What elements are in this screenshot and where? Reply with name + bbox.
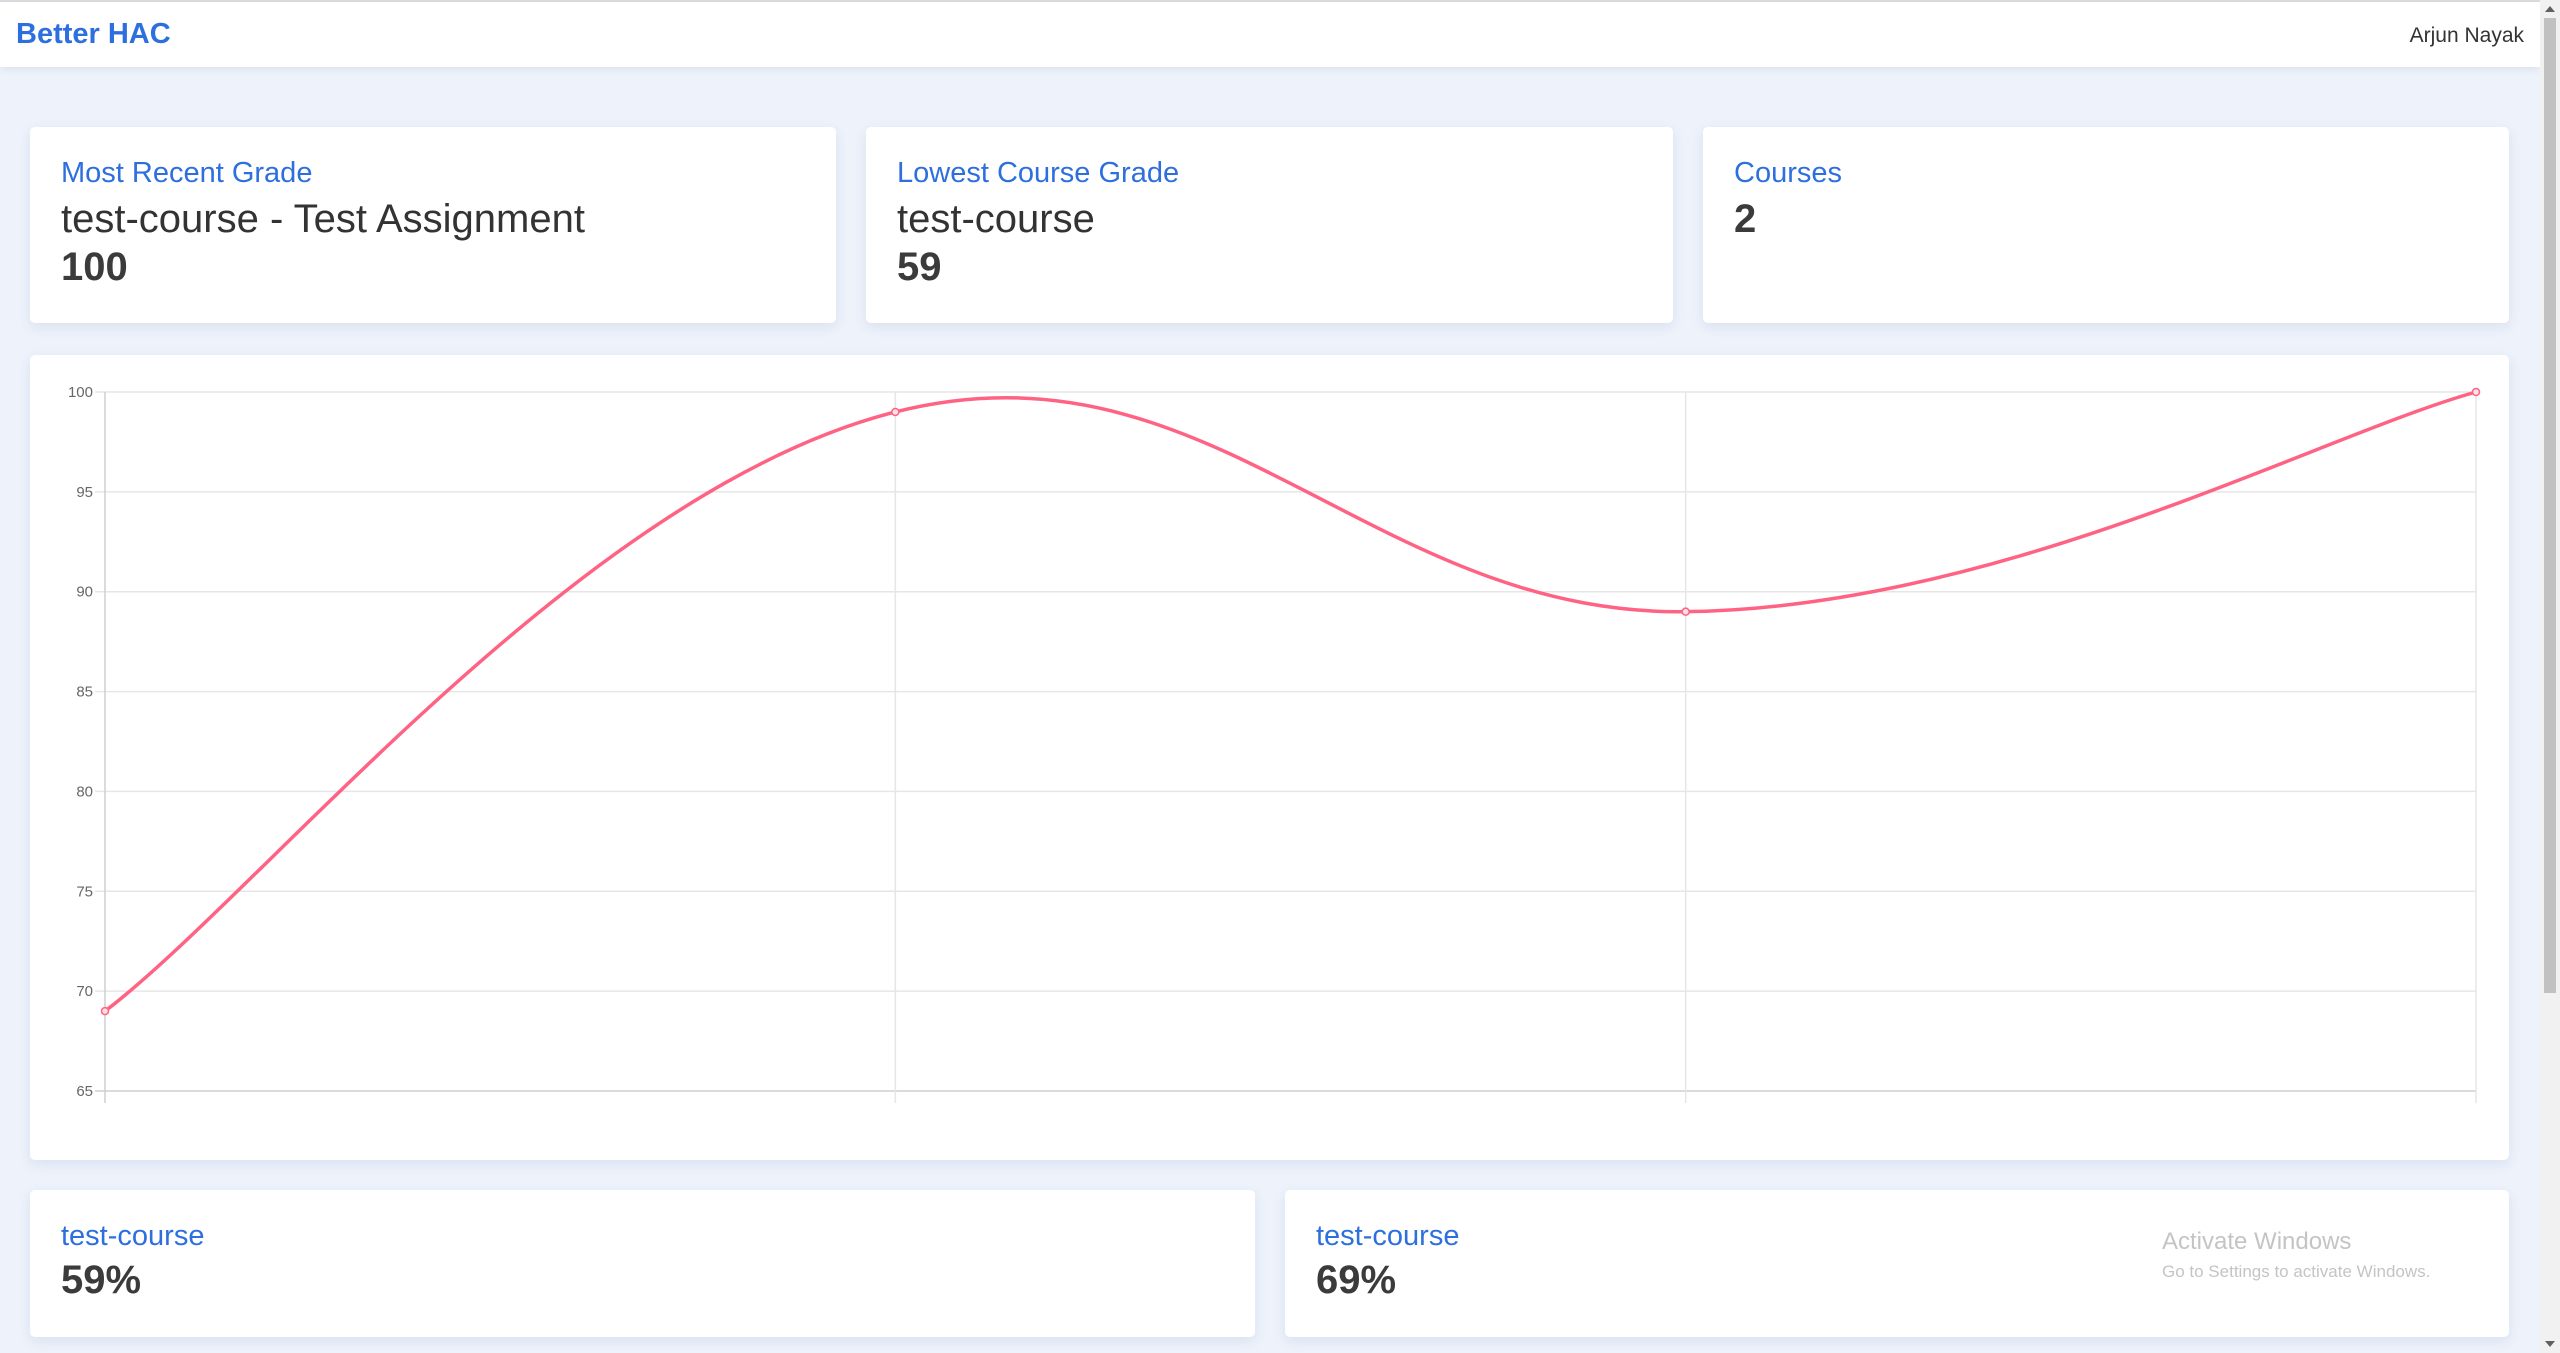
navbar: Better HAC Arjun Nayak [0, 2, 2540, 67]
y-tick-label: 75 [76, 883, 93, 900]
course-card[interactable]: test-course 69% [1285, 1190, 2509, 1337]
course-grade: 59% [61, 1258, 142, 1302]
data-point [891, 407, 900, 417]
window-top-border [0, 0, 2540, 2]
y-tick-label: 100 [68, 384, 93, 401]
scroll-down-arrow-icon[interactable] [2545, 1341, 2555, 1347]
most-recent-grade-card: Most Recent Grade test-course - Test Ass… [30, 127, 836, 323]
watermark-title: Activate Windows [2162, 1228, 2352, 1255]
card-value: 2 [1734, 197, 1757, 241]
y-tick-label: 65 [76, 1083, 93, 1100]
card-value: 100 [61, 245, 128, 289]
scrollbar-thumb[interactable] [2544, 18, 2556, 993]
card-title: Lowest Course Grade [897, 157, 1180, 189]
y-tick-label: 85 [76, 684, 93, 701]
course-grade: 69% [1316, 1258, 1397, 1302]
course-title[interactable]: test-course [61, 1220, 205, 1252]
data-point [100, 1006, 110, 1016]
vertical-scrollbar[interactable] [2540, 0, 2560, 1353]
grade-line-chart: 100 95 90 85 80 75 70 65 [68, 384, 2481, 1103]
course-title[interactable]: test-course [1316, 1220, 1460, 1252]
course-card[interactable]: test-course 59% [30, 1190, 1255, 1337]
user-name[interactable]: Arjun Nayak [2409, 24, 2524, 47]
card-subtitle: test-course [897, 197, 1095, 241]
y-tick-label: 90 [76, 584, 93, 601]
y-tick-label: 70 [76, 983, 93, 1000]
lowest-course-grade-card: Lowest Course Grade test-course 59 [866, 127, 1673, 323]
series-line [103, 390, 2477, 1013]
grade-chart-card: 100 95 90 85 80 75 70 65 [30, 355, 2509, 1160]
card-title: Courses [1734, 157, 1842, 189]
courses-card: Courses 2 [1703, 127, 2509, 323]
watermark-subtitle: Go to Settings to activate Windows. [2162, 1262, 2431, 1281]
y-tick-label: 95 [76, 484, 93, 501]
card-subtitle: test-course - Test Assignment [61, 197, 585, 241]
card-value: 59 [897, 245, 942, 289]
card-title: Most Recent Grade [61, 157, 313, 189]
y-tick-label: 80 [76, 783, 93, 800]
brand-logo[interactable]: Better HAC [16, 18, 171, 50]
scroll-up-arrow-icon[interactable] [2545, 6, 2555, 12]
data-point [1681, 607, 1690, 616]
activate-windows-watermark: Activate Windows Go to Settings to activ… [2162, 1228, 2430, 1282]
data-point [2471, 387, 2481, 397]
